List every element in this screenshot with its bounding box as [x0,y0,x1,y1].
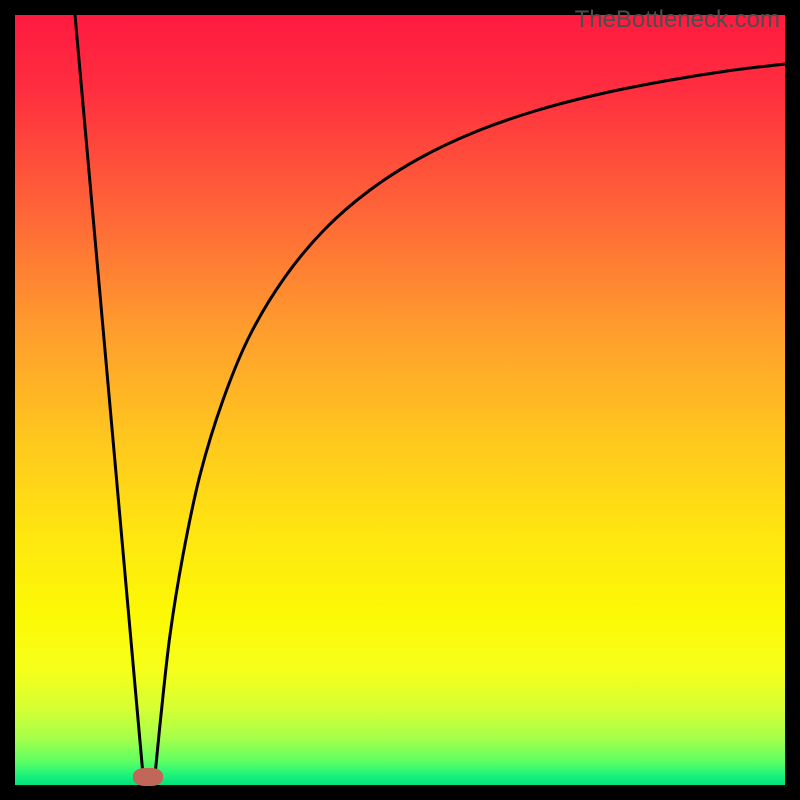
minimum-marker [133,768,163,786]
watermark-text: TheBottleneck.com [575,6,780,34]
curve-overlay [15,15,785,785]
curve-left-branch [75,15,143,775]
curve-right-branch [155,64,785,775]
plot-area [15,15,785,785]
